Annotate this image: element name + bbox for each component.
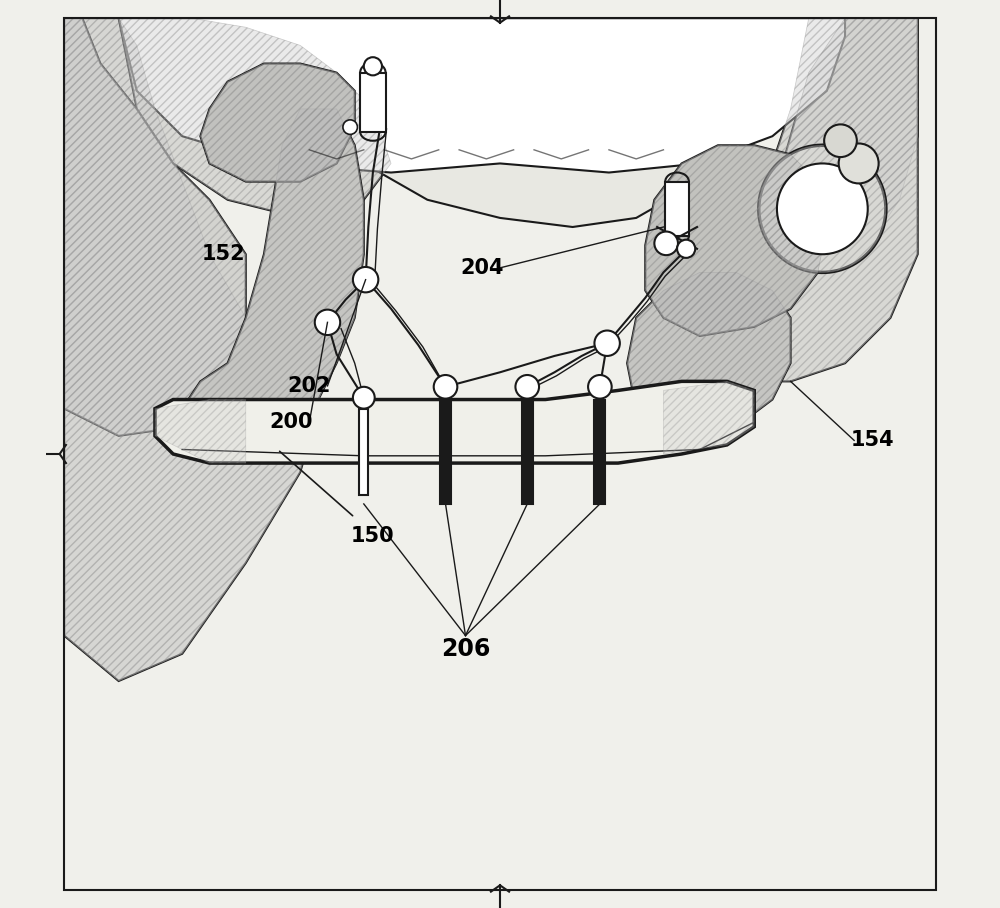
Circle shape <box>515 375 539 399</box>
Polygon shape <box>64 18 246 436</box>
Circle shape <box>434 375 457 399</box>
Polygon shape <box>318 18 809 227</box>
Polygon shape <box>64 18 246 436</box>
Circle shape <box>315 310 340 335</box>
Circle shape <box>353 387 375 409</box>
Polygon shape <box>119 18 391 218</box>
Text: 152: 152 <box>201 244 245 264</box>
Polygon shape <box>663 381 754 454</box>
Circle shape <box>654 232 678 255</box>
Polygon shape <box>627 272 791 436</box>
Bar <box>522 400 533 504</box>
Polygon shape <box>736 18 918 381</box>
Polygon shape <box>627 272 791 436</box>
Polygon shape <box>200 64 355 182</box>
Circle shape <box>588 375 612 399</box>
Polygon shape <box>182 109 364 436</box>
Text: 206: 206 <box>441 637 490 661</box>
Polygon shape <box>759 145 886 272</box>
Polygon shape <box>200 64 355 182</box>
Text: 150: 150 <box>351 526 395 546</box>
Circle shape <box>353 267 378 292</box>
Polygon shape <box>736 18 918 381</box>
Polygon shape <box>645 145 827 336</box>
Polygon shape <box>119 18 391 218</box>
Polygon shape <box>155 381 754 463</box>
Bar <box>594 400 605 504</box>
Polygon shape <box>645 145 827 336</box>
Bar <box>359 409 368 495</box>
Circle shape <box>677 240 695 258</box>
Polygon shape <box>64 18 318 681</box>
Circle shape <box>839 143 879 183</box>
Circle shape <box>343 120 357 134</box>
Polygon shape <box>64 18 318 681</box>
Polygon shape <box>754 18 918 272</box>
Circle shape <box>824 124 857 157</box>
Text: 200: 200 <box>269 412 313 432</box>
Polygon shape <box>759 145 886 272</box>
Circle shape <box>364 57 382 75</box>
Circle shape <box>594 331 620 356</box>
Bar <box>440 400 451 504</box>
Polygon shape <box>155 400 246 463</box>
Polygon shape <box>182 109 364 436</box>
Text: 154: 154 <box>850 430 894 450</box>
Circle shape <box>777 163 868 254</box>
Bar <box>360 73 386 132</box>
Bar <box>665 182 689 236</box>
Polygon shape <box>754 18 918 272</box>
Polygon shape <box>119 18 845 173</box>
Text: 204: 204 <box>460 258 504 278</box>
Text: 202: 202 <box>288 376 331 396</box>
